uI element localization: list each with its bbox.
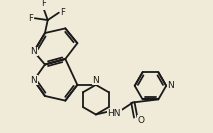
Text: N: N (30, 76, 37, 85)
Text: N: N (92, 76, 99, 85)
Text: F: F (41, 0, 46, 8)
Text: N: N (30, 47, 37, 56)
Text: F: F (60, 8, 65, 17)
Text: F: F (29, 14, 33, 23)
Text: N: N (167, 81, 174, 90)
Text: O: O (138, 116, 145, 124)
Text: HN: HN (108, 109, 121, 118)
